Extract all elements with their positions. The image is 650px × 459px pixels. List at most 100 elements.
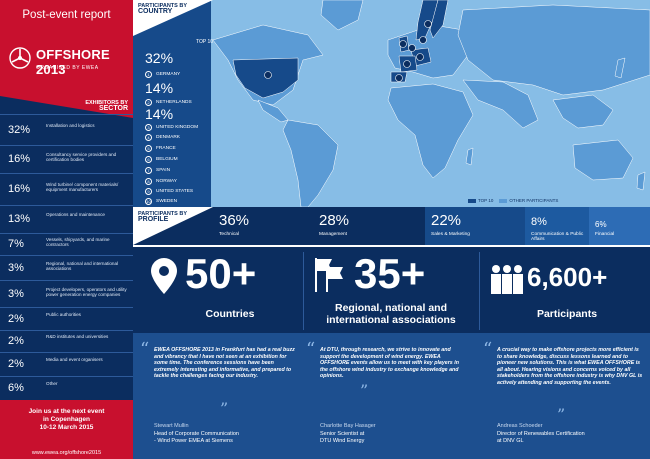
logo-word: OFFSHORE 2013: [36, 47, 110, 77]
stat-countries: 50+ Countries: [145, 250, 300, 330]
profile-heading: PARTICIPANTS BY PROFILE: [138, 211, 187, 223]
quotes-band: [133, 333, 650, 459]
country-name: UNITED KINGDOM: [156, 125, 199, 130]
offshore-logo: OFFSHORE 2013 ORGANISED BY EWEA: [8, 44, 128, 80]
profile-item-technical: 36% Technical: [213, 207, 313, 245]
site-url-link[interactable]: www.ewea.org/offshore2015: [0, 448, 133, 459]
top10-label: TOP 10: [196, 39, 214, 45]
stat-associations-caption-line1: Regional, national and: [334, 302, 447, 314]
world-map: [133, 0, 650, 207]
profile-item-communication: 8% Communication & Public Affairs: [525, 207, 589, 245]
profile-heading-big: PROFILE: [138, 216, 169, 223]
quote-role-line1: Director of Renewables Certification: [497, 431, 585, 437]
world-map-shapes: [212, 0, 650, 207]
country-item-5: 5 FRANCE: [145, 145, 176, 152]
quote-role: Head of Corporate Communication - Wind P…: [154, 431, 239, 444]
legend-other: OTHER PARTICIPANTS: [509, 198, 559, 203]
sector-row: 7% Vessels, shipyards, and marine contrac…: [0, 233, 133, 255]
sector-pct: 2%: [8, 358, 24, 370]
legend-swatch-top10: [468, 198, 476, 203]
stats-band: [133, 245, 650, 333]
stat-countries-value: 50+: [185, 250, 257, 297]
quote-dnvgl: “ A crucial way to make offshore project…: [483, 339, 643, 453]
sector-pct: 3%: [8, 262, 24, 274]
country-heading-small: PARTICIPANTS BY: [138, 3, 187, 9]
country-heading: PARTICIPANTS BY COUNTRY: [138, 3, 187, 15]
stat-associations-caption-line2: international associations: [326, 314, 456, 326]
sector-heading-small: EXHIBITORS BY: [85, 100, 128, 106]
open-quote-icon: “: [140, 339, 150, 360]
country-item-7: 7 SPAIN: [145, 167, 170, 174]
country-name: GERMANY: [156, 72, 181, 77]
country-name: NETHERLANDS: [156, 100, 192, 105]
country-name: DENMARK: [156, 135, 180, 140]
country-heading-big: COUNTRY: [138, 8, 173, 15]
sector-label: Vessels, shipyards, and marine contracto…: [46, 237, 110, 248]
profile-value: 36%: [219, 212, 250, 229]
profile-item-financial: 6% Financial: [589, 207, 650, 245]
stat-associations-value: 35+: [354, 250, 426, 297]
quote-role-line1: Head of Corporate Communication: [154, 431, 239, 437]
country-pct-3: 14%: [145, 106, 174, 122]
profile-heading-small: PARTICIPANTS BY: [138, 211, 187, 217]
sector-row: 3% Project developers, operators and util…: [0, 280, 133, 307]
stat-participants: 6,600+ Participants: [485, 250, 645, 330]
sector-row: 16% Wind turbine/ component materials/ eq…: [0, 173, 133, 205]
profile-label: Financial: [595, 232, 615, 237]
profile-item-sales: 22% Sales & Marketing: [425, 207, 525, 245]
sector-label: Public authorities: [46, 312, 81, 317]
profile-label: Management: [319, 232, 347, 237]
quote-dtu: “ At DTU, through research, we strive to…: [306, 339, 466, 453]
sector-row: 6% Other: [0, 376, 133, 400]
sector-heading: EXHIBITORS BY SECTOR: [0, 96, 133, 114]
open-quote-icon: “: [306, 339, 316, 360]
sector-pct: 2%: [8, 335, 24, 347]
next-event-banner[interactable]: Join us at the next event in Copenhagen …: [0, 400, 133, 448]
quote-role-line1: Senior Scientist at: [320, 431, 365, 437]
sector-pct: 16%: [8, 183, 31, 195]
sector-pct: 13%: [8, 213, 31, 225]
sector-row: 2% Public authorities: [0, 307, 133, 330]
stat-associations: 35+ Regional, national and international…: [306, 250, 476, 330]
quote-role-line2: DTU Wind Energy: [320, 437, 365, 444]
country-item-2: 2 NETHERLANDS: [145, 99, 192, 106]
map-legend: TOP 10 OTHER PARTICIPANTS: [468, 198, 558, 203]
country-name: UNITED STATES: [156, 189, 194, 194]
profile-value: 8%: [531, 216, 547, 228]
quote-author: Charlotte Bay Hasager: [320, 423, 376, 429]
sector-label: Other: [46, 381, 58, 386]
report-title: Post-event report: [22, 9, 111, 21]
profile-label: Sales & Marketing: [431, 232, 470, 237]
country-item-8: 8 NORWAY: [145, 178, 177, 185]
profile-value: 6%: [595, 220, 607, 229]
left-sidebar: [0, 0, 133, 459]
sector-label: R&D institutes and universities: [46, 334, 109, 339]
sector-row: 2% R&D institutes and universities: [0, 330, 133, 352]
sector-label: Regional, national and international ass…: [46, 261, 119, 272]
profile-value: 28%: [319, 212, 350, 229]
sector-label: Operations and maintenance: [46, 212, 105, 217]
country-item-9: 9 UNITED STATES: [145, 188, 193, 195]
stat-divider: [479, 252, 480, 330]
country-name: NORWAY: [156, 179, 177, 184]
stat-associations-caption: Regional, national and international ass…: [306, 302, 476, 326]
sector-row: 32% Installation and logistics: [0, 114, 133, 145]
sector-label: Consultancy service providers and certif…: [46, 152, 117, 163]
sector-pct: 2%: [8, 313, 24, 325]
quote-author: Stewart Mullin: [154, 423, 189, 429]
quote-siemens: “ EWEA OFFSHORE 2013 in Frankfurt has ha…: [140, 339, 300, 453]
profile-label: Technical: [219, 232, 239, 237]
quote-role: Director of Renewables Certification at …: [497, 431, 585, 444]
quote-text: At DTU, through research, we strive to i…: [320, 347, 459, 380]
sector-pct: 6%: [8, 382, 24, 394]
people-icon: [491, 265, 523, 294]
open-quote-icon: “: [483, 339, 493, 360]
flags-icon: [315, 258, 343, 292]
turbine-logo-icon: [9, 47, 31, 69]
country-item-1: 1 GERMANY: [145, 71, 180, 78]
stat-participants-caption: Participants: [536, 308, 598, 320]
stat-divider: [303, 252, 304, 330]
sector-row: 16% Consultancy service providers and cer…: [0, 145, 133, 173]
country-name: BELGIUM: [156, 157, 178, 162]
country-item-3: 3 UNITED KINGDOM: [145, 124, 198, 131]
